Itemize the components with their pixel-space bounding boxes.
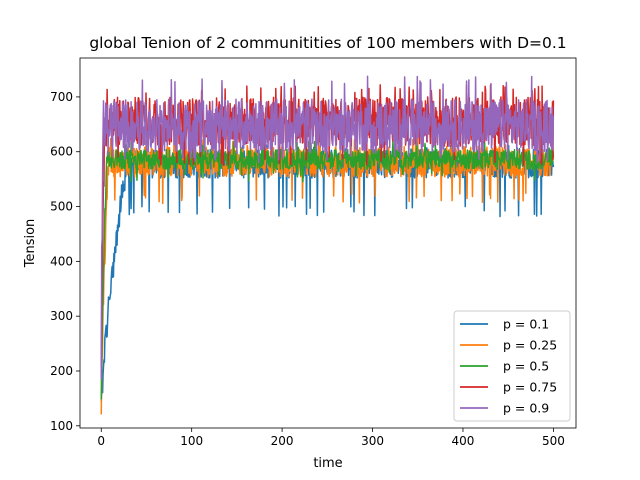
x-tick-label: 100 xyxy=(180,434,203,448)
legend-label: p = 0.5 xyxy=(503,359,549,374)
x-tick-label: 200 xyxy=(271,434,294,448)
x-tick-label: 400 xyxy=(452,434,475,448)
legend-label: p = 0.25 xyxy=(503,338,557,353)
x-axis-label: time xyxy=(313,456,342,471)
legend-label: p = 0.1 xyxy=(503,317,549,332)
chart-title: global Tenion of 2 communitities of 100 … xyxy=(89,34,566,52)
y-axis: 100 200 300 400 500 600 700 xyxy=(50,90,80,433)
x-tick-label: 300 xyxy=(361,434,384,448)
legend-frame xyxy=(453,310,571,422)
legend-label: p = 0.9 xyxy=(503,401,549,416)
y-axis-label: Tension xyxy=(23,219,38,269)
y-tick-label: 300 xyxy=(50,309,73,323)
series-line-5 xyxy=(100,75,555,380)
y-tick-label: 600 xyxy=(50,145,73,159)
y-tick-label: 100 xyxy=(50,419,73,433)
y-tick-label: 400 xyxy=(50,254,73,268)
x-tick-label: 500 xyxy=(542,434,565,448)
legend: p = 0.1 p = 0.25 p = 0.5 p = 0.75 p = 0.9 xyxy=(453,310,571,422)
y-tick-label: 200 xyxy=(50,364,73,378)
legend-label: p = 0.75 xyxy=(503,380,557,395)
y-tick-label: 700 xyxy=(50,90,73,104)
x-tick-label: 0 xyxy=(97,434,105,448)
x-axis: 0 100 200 300 400 500 xyxy=(97,428,565,448)
y-tick-label: 500 xyxy=(50,200,73,214)
series-layer xyxy=(100,75,555,415)
plot-frame xyxy=(79,57,577,429)
